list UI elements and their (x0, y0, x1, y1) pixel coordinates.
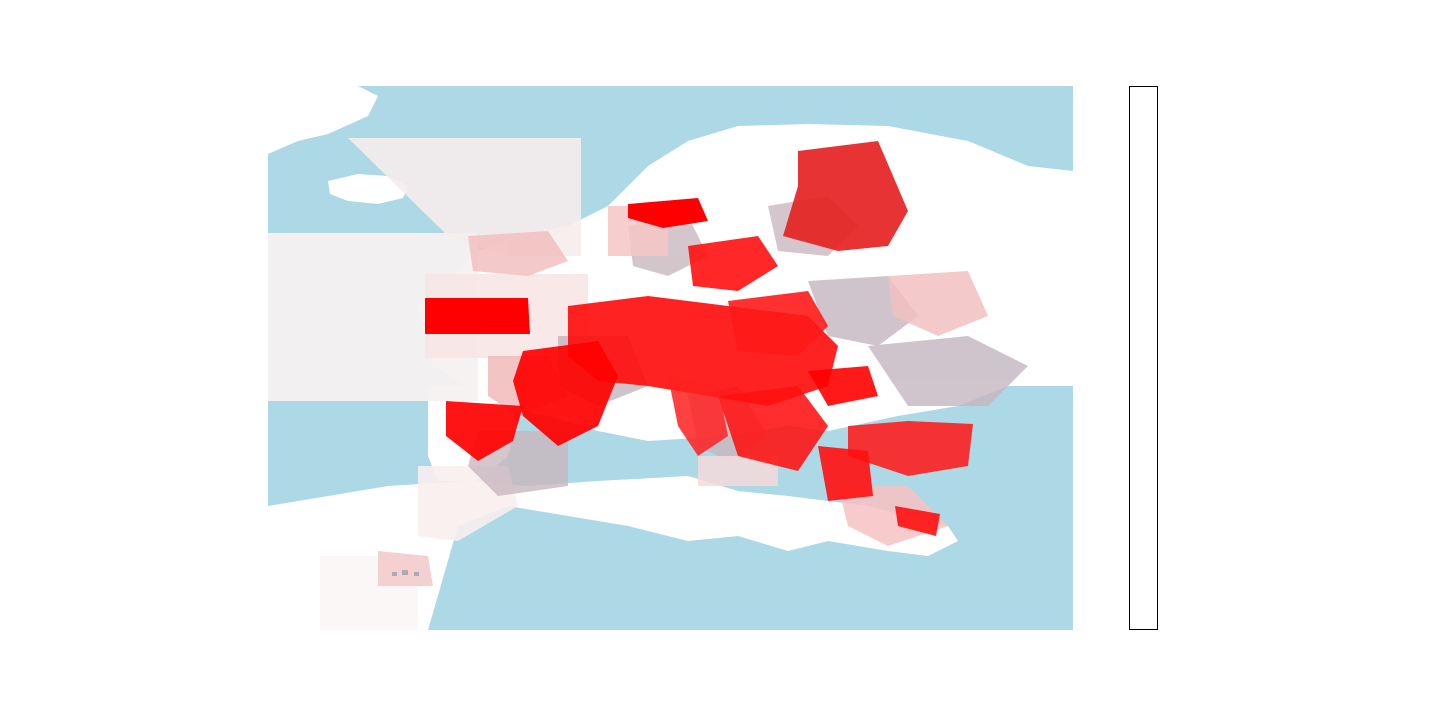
region-balkans (718, 386, 828, 471)
region-iberia-north (446, 401, 523, 461)
region-13 (378, 551, 433, 586)
region-france (513, 341, 618, 446)
region-ireland-sea (425, 298, 530, 334)
region-greece (818, 446, 873, 501)
region-4 (868, 336, 1028, 406)
region-norwegian-sea (348, 138, 581, 256)
region-cyprus-area (895, 506, 940, 536)
region-baltic (688, 236, 778, 291)
island-2 (402, 570, 408, 575)
region-finland (783, 141, 908, 251)
europe-map (268, 86, 1073, 630)
island-1 (392, 572, 397, 576)
region-9 (468, 231, 568, 276)
island-3 (414, 572, 419, 576)
region-poland (728, 291, 828, 356)
red-regions (425, 141, 973, 536)
colorbar (1129, 86, 1158, 630)
region-italy (668, 376, 728, 456)
region-norway-coast (628, 198, 708, 228)
land-iceland (328, 174, 408, 204)
region-romania (808, 366, 878, 406)
region-turkey-west (848, 421, 973, 476)
region-14 (888, 271, 988, 336)
region-12 (698, 456, 778, 486)
land-greenland (268, 86, 378, 154)
canary-islands (392, 570, 419, 576)
